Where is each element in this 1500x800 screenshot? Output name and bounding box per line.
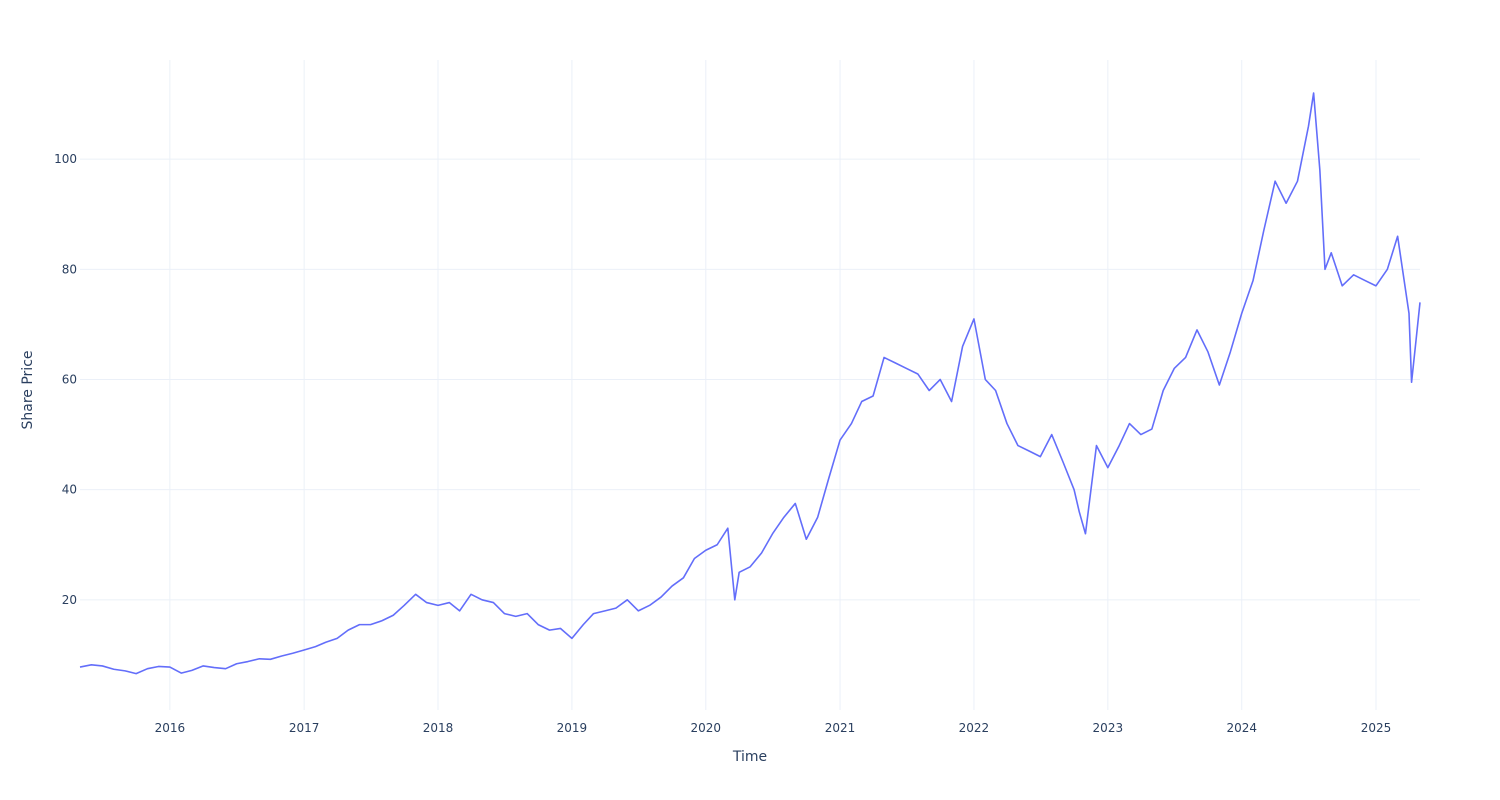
share-price-line <box>79 92 1421 675</box>
x-tick-label: 2018 <box>423 721 454 735</box>
x-axis-title: Time <box>732 749 767 765</box>
x-tick-label: 2019 <box>557 721 588 735</box>
x-tick-label: 2020 <box>691 721 722 735</box>
y-tick-label: 80 <box>62 262 77 276</box>
x-gridlines <box>169 60 1377 710</box>
y-tick-label: 60 <box>62 372 77 386</box>
y-axis-ticks: 20 40 60 80 100 <box>54 152 77 607</box>
series-layer <box>79 92 1421 675</box>
y-gridlines <box>80 158 1420 601</box>
y-tick-label: 100 <box>54 152 77 166</box>
x-tick-label: 2022 <box>959 721 990 735</box>
x-tick-label: 2016 <box>155 721 186 735</box>
y-tick-label: 20 <box>62 593 77 607</box>
x-axis-ticks: 2016 2017 2018 2019 2020 2021 2022 2023 2024 2025 <box>155 721 1392 735</box>
x-tick-label: 2024 <box>1226 721 1257 735</box>
x-tick-label: 2023 <box>1093 721 1124 735</box>
y-axis-title: Share Price <box>20 350 36 429</box>
x-tick-label: 2017 <box>289 721 320 735</box>
x-tick-label: 2025 <box>1361 721 1392 735</box>
x-tick-label: 2021 <box>825 721 856 735</box>
y-tick-label: 40 <box>62 483 77 497</box>
